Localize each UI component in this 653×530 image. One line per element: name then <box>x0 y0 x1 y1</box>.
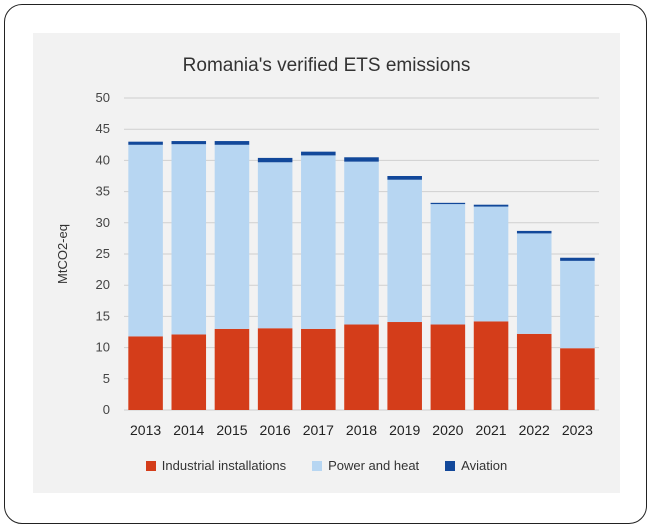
bar-power-and-heat <box>473 206 509 322</box>
x-tick-label: 2021 <box>475 422 506 438</box>
bar-industrial-installations <box>560 348 595 410</box>
x-tick-label: 2018 <box>346 422 377 438</box>
bar-power-and-heat <box>171 144 207 335</box>
bar-power-and-heat <box>214 144 250 329</box>
bar-power-and-heat <box>560 260 595 349</box>
legend-swatch <box>445 460 456 471</box>
bar-aviation <box>257 157 293 163</box>
chart-panel: Romania's verified ETS emissions 0 5 10 15 2… <box>33 33 620 493</box>
bar-power-and-heat <box>430 204 466 325</box>
y-axis-label: MtCO2-eq <box>55 224 70 284</box>
legend-item: Aviation <box>445 458 507 473</box>
y-tick-label: 0 <box>103 402 110 417</box>
y-tick-label: 5 <box>103 371 110 386</box>
bar-industrial-installations <box>301 328 336 410</box>
y-tick-label: 35 <box>96 184 110 199</box>
bar-aviation <box>387 176 422 180</box>
x-tick-label: 2023 <box>562 422 593 438</box>
bar-power-and-heat <box>344 161 379 325</box>
y-tick-label: 20 <box>96 277 110 292</box>
bar-industrial-installations <box>171 334 207 410</box>
legend-label: Industrial installations <box>161 458 287 473</box>
bar-industrial-installations <box>430 324 466 410</box>
x-tick-label: 2020 <box>432 422 463 438</box>
bar-aviation <box>560 257 595 261</box>
chart-title: Romania's verified ETS emissions <box>182 55 471 76</box>
y-tick-label: 25 <box>96 246 110 261</box>
bar-industrial-installations <box>128 336 163 410</box>
legend-label: Aviation <box>461 458 508 473</box>
bar-chart: 0 5 10 15 20 25 30 35 40 45 50 MtCO2-eq 2013 2014 2015… <box>55 90 599 438</box>
bar-industrial-installations <box>387 322 422 410</box>
bar-power-and-heat <box>128 144 163 337</box>
chart-legend: Industrial installations Power and heat Av… <box>33 458 620 473</box>
x-tick-label: 2019 <box>389 422 420 438</box>
x-tick-label: 2016 <box>260 422 291 438</box>
bar-industrial-installations <box>214 328 250 410</box>
bar-aviation <box>128 141 163 145</box>
bar-power-and-heat <box>387 179 422 323</box>
y-tick-label: 45 <box>96 121 110 136</box>
legend-swatch <box>145 460 156 471</box>
legend-label: Power and heat <box>328 458 420 473</box>
y-tick-label: 30 <box>96 215 110 230</box>
bar-industrial-installations <box>257 328 293 410</box>
bar-aviation <box>171 141 207 145</box>
y-tick-label: 10 <box>96 340 110 355</box>
x-tick-label: 2015 <box>216 422 247 438</box>
bar-aviation <box>301 151 336 156</box>
x-tick-label: 2017 <box>303 422 334 438</box>
legend-swatch <box>312 460 323 471</box>
legend-item: Industrial installations <box>145 458 287 473</box>
y-tick-label: 50 <box>96 90 110 105</box>
bar-aviation <box>516 230 552 234</box>
bar-aviation <box>473 204 509 207</box>
bar-aviation <box>214 141 250 145</box>
bar-aviation <box>430 202 466 205</box>
legend-item: Power and heat <box>312 458 419 473</box>
x-tick-label: 2013 <box>130 422 161 438</box>
bar-industrial-installations <box>473 321 509 410</box>
bar-power-and-heat <box>257 162 293 329</box>
bar-power-and-heat <box>516 233 552 334</box>
bar-aviation <box>344 157 379 162</box>
y-tick-label: 40 <box>96 152 110 167</box>
y-tick-label: 15 <box>96 308 110 323</box>
bar-power-and-heat <box>301 155 336 329</box>
x-tick-label: 2014 <box>173 422 204 438</box>
x-tick-label: 2022 <box>519 422 550 438</box>
bar-industrial-installations <box>516 333 552 410</box>
bar-industrial-installations <box>344 324 379 410</box>
